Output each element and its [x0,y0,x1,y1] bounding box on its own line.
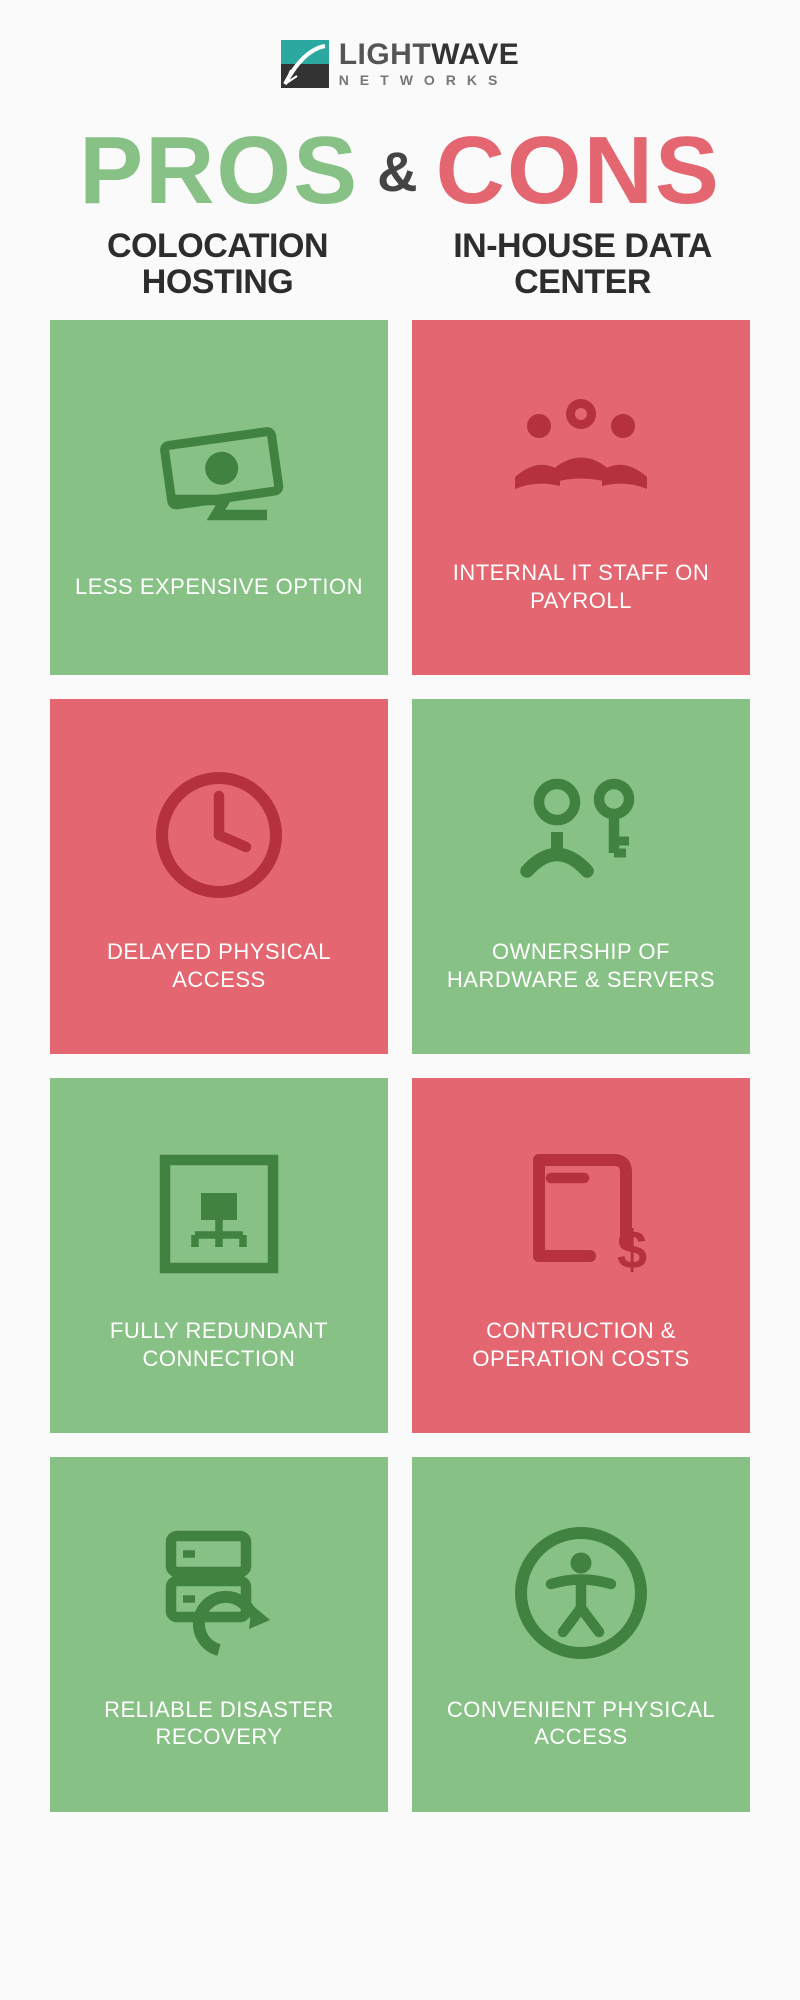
card-label: FULLY REDUNDANT CONNECTION [70,1317,368,1372]
title-ampersand: & [377,139,417,204]
card-key-person: OWNERSHIP OF HARDWARE & SERVERS [412,699,750,1054]
card-label: LESS EXPENSIVE OPTION [75,573,363,601]
logo: LIGHTWAVE NETWORKS [50,40,750,93]
cost-icon: $ [506,1139,656,1289]
card-label: RELIABLE DISASTER RECOVERY [70,1696,368,1751]
clock-icon [144,760,294,910]
card-clock: DELAYED PHYSICAL ACCESS [50,699,388,1054]
access-icon [506,1518,656,1668]
card-people: INTERNAL IT STAFF ON PAYROLL [412,320,750,675]
card-network: FULLY REDUNDANT CONNECTION [50,1078,388,1433]
logo-subtitle: NETWORKS [339,72,520,88]
logo-title: LIGHTWAVE [339,40,520,70]
logo-mark-icon [281,40,329,88]
money-icon [144,395,294,545]
people-icon [506,381,656,531]
subhead-row: COLOCATION HOSTING IN-HOUSE DATA CENTER [50,229,750,300]
card-label: CONTRUCTION & OPERATION COSTS [432,1317,730,1372]
title-pros: PROS [79,123,359,219]
recovery-icon [144,1518,294,1668]
subhead-right: IN-HOUSE DATA CENTER [415,229,750,300]
card-recovery: RELIABLE DISASTER RECOVERY [50,1457,388,1812]
card-grid: LESS EXPENSIVE OPTION INTERNAL IT STAFF … [50,320,750,1812]
title-cons: CONS [436,123,721,219]
card-money: LESS EXPENSIVE OPTION [50,320,388,675]
title-row: PROS & CONS [50,123,750,219]
card-label: CONVENIENT PHYSICAL ACCESS [432,1696,730,1751]
card-label: DELAYED PHYSICAL ACCESS [70,938,368,993]
card-cost: $ CONTRUCTION & OPERATION COSTS [412,1078,750,1433]
card-label: OWNERSHIP OF HARDWARE & SERVERS [432,938,730,993]
card-access: CONVENIENT PHYSICAL ACCESS [412,1457,750,1812]
subhead-left: COLOCATION HOSTING [50,229,385,300]
key-person-icon [506,760,656,910]
svg-text:$: $ [617,1220,647,1280]
network-icon [144,1139,294,1289]
card-label: INTERNAL IT STAFF ON PAYROLL [432,559,730,614]
